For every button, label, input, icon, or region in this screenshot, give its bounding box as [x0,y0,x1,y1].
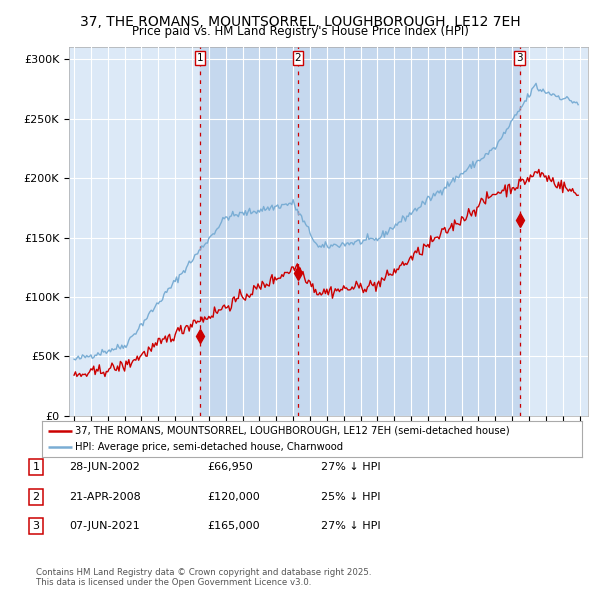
Text: 07-JUN-2021: 07-JUN-2021 [69,522,140,531]
Text: 3: 3 [516,53,523,63]
Text: 27% ↓ HPI: 27% ↓ HPI [321,463,380,472]
Text: 27% ↓ HPI: 27% ↓ HPI [321,522,380,531]
Text: 37, THE ROMANS, MOUNTSORREL, LOUGHBOROUGH, LE12 7EH: 37, THE ROMANS, MOUNTSORREL, LOUGHBOROUG… [80,15,520,29]
Text: 25% ↓ HPI: 25% ↓ HPI [321,492,380,502]
Text: 1: 1 [197,53,203,63]
Text: 1: 1 [32,463,40,472]
Text: £165,000: £165,000 [207,522,260,531]
Bar [200,47,520,416]
Text: £120,000: £120,000 [207,492,260,502]
Text: 28-JUN-2002: 28-JUN-2002 [69,463,140,472]
Text: £66,950: £66,950 [207,463,253,472]
Text: 3: 3 [32,522,40,531]
Text: Price paid vs. HM Land Registry's House Price Index (HPI): Price paid vs. HM Land Registry's House … [131,25,469,38]
Text: 37, THE ROMANS, MOUNTSORREL, LOUGHBOROUGH, LE12 7EH (semi-detached house): 37, THE ROMANS, MOUNTSORREL, LOUGHBOROUG… [76,425,510,435]
Text: 21-APR-2008: 21-APR-2008 [69,492,141,502]
Text: HPI: Average price, semi-detached house, Charnwood: HPI: Average price, semi-detached house,… [76,442,344,453]
Text: 2: 2 [295,53,301,63]
Text: Contains HM Land Registry data © Crown copyright and database right 2025.
This d: Contains HM Land Registry data © Crown c… [36,568,371,587]
Text: 2: 2 [32,492,40,502]
